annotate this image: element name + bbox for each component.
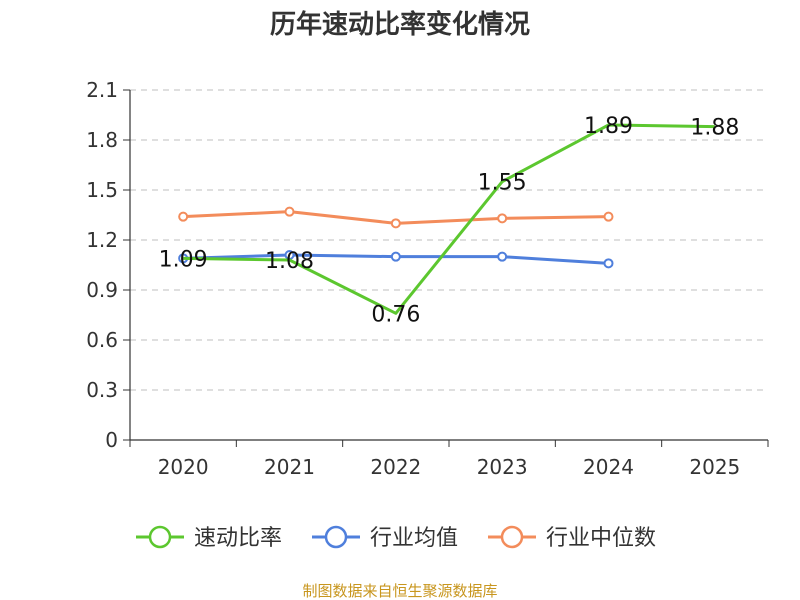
legend-label: 速动比率 — [194, 526, 282, 551]
data-point — [284, 206, 295, 217]
data-label: 0.76 — [371, 302, 420, 327]
data-label: 1.09 — [159, 247, 208, 272]
data-label: 1.89 — [584, 114, 633, 139]
y-tick-label: 1.2 — [86, 228, 118, 252]
legend-swatch-marker — [324, 525, 348, 549]
x-tick-label: 2022 — [370, 455, 421, 479]
legend-swatch-marker — [148, 525, 172, 549]
data-point — [390, 218, 401, 229]
legend-label: 行业中位数 — [546, 526, 656, 551]
data-label: 1.55 — [478, 171, 527, 196]
x-tick-label: 2024 — [583, 455, 634, 479]
chart-title: 历年速动比率变化情况 — [270, 9, 530, 40]
data-point — [603, 258, 614, 269]
y-tick-label: 1.5 — [86, 178, 118, 202]
y-tick-label: 2.1 — [86, 78, 118, 102]
data-label: 1.08 — [265, 249, 314, 274]
data-point — [178, 211, 189, 222]
data-point — [603, 211, 614, 222]
legend-swatch-marker — [500, 525, 524, 549]
grid-lines — [130, 89, 768, 391]
y-tick-label: 1.8 — [86, 128, 118, 152]
y-tick-label: 0 — [105, 428, 118, 452]
x-tick-label: 2021 — [264, 455, 315, 479]
y-tick-labels: 0 0.3 0.6 0.9 1.2 1.5 1.8 2.1 — [86, 78, 118, 452]
x-tick-label: 2020 — [158, 455, 209, 479]
y-tick-label: 0.3 — [86, 378, 118, 402]
x-tick-labels: 2020 2021 2022 2023 2024 2025 — [158, 455, 741, 479]
series-lines — [178, 123, 715, 315]
source-note: 制图数据来自恒生聚源数据库 — [302, 582, 497, 600]
data-labels: 1.09 1.08 0.76 1.55 1.89 1.88 — [159, 114, 740, 327]
data-point — [390, 251, 401, 262]
data-point — [497, 251, 508, 262]
legend-label: 行业均值 — [370, 526, 458, 551]
data-point — [497, 213, 508, 224]
axes — [123, 89, 769, 447]
legend: 速动比率 行业均值 行业中位数 — [136, 525, 656, 551]
data-label: 1.88 — [690, 116, 739, 141]
series-line-0 — [183, 123, 715, 315]
x-tick-label: 2025 — [689, 455, 740, 479]
x-tick-label: 2023 — [477, 455, 528, 479]
y-tick-label: 0.6 — [86, 328, 118, 352]
y-tick-label: 0.9 — [86, 278, 118, 302]
